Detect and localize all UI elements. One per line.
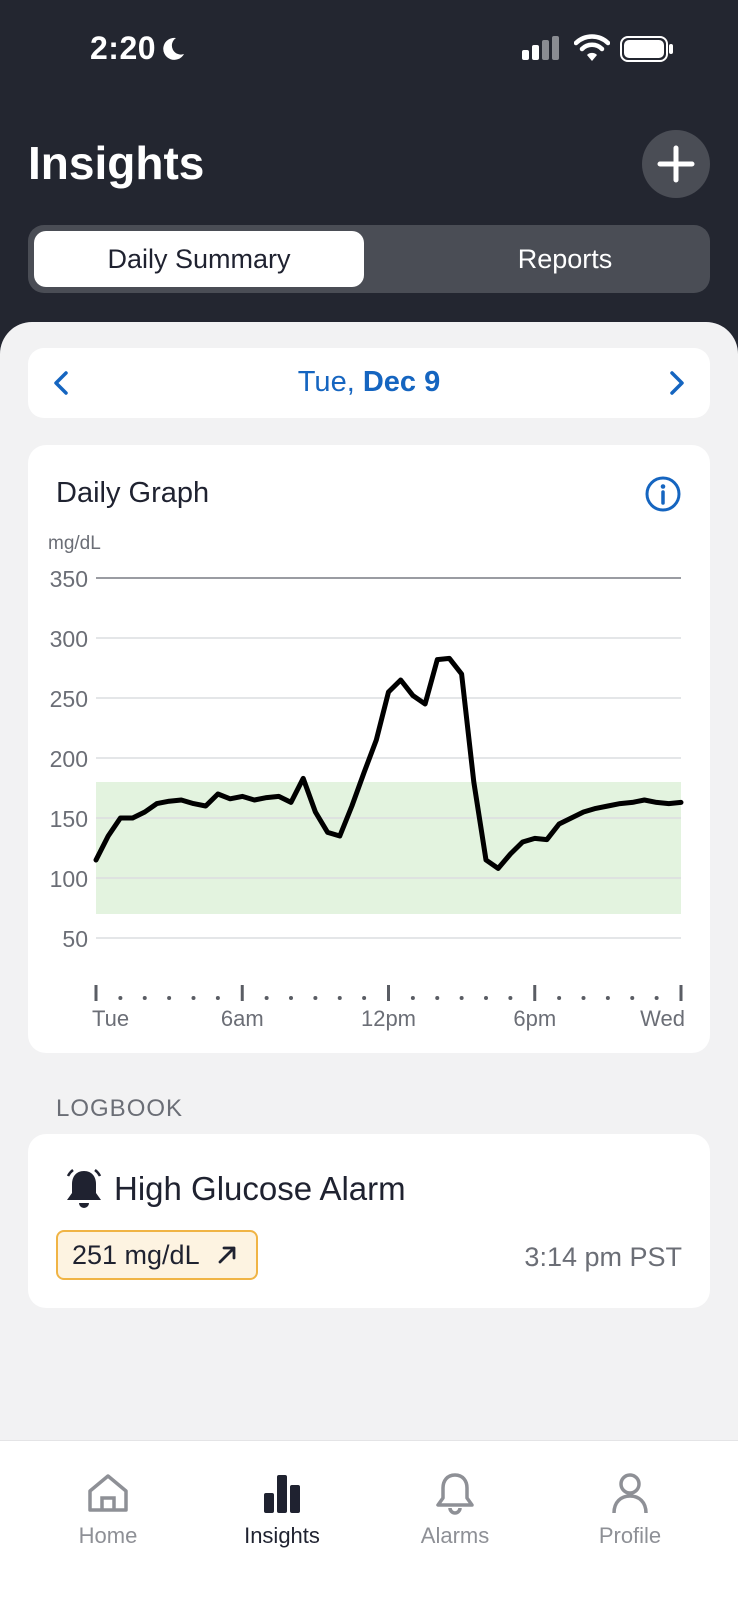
home-icon — [88, 1474, 128, 1512]
y-tick-label: 150 — [50, 806, 88, 832]
alarm-time: 3:14 pm PST — [524, 1242, 682, 1272]
glucose-value: 251 mg/dL — [72, 1239, 200, 1270]
x-tick-label: 12pm — [361, 1006, 416, 1031]
previous-day-button[interactable] — [44, 366, 78, 400]
y-tick-label: 350 — [50, 566, 88, 592]
bell-outline-icon — [436, 1473, 474, 1515]
add-button[interactable] — [642, 130, 710, 198]
y-tick-label: 300 — [50, 626, 88, 652]
tab-reports[interactable]: Reports — [517, 243, 613, 274]
x-minor-tick — [630, 996, 635, 1000]
x-minor-tick — [435, 996, 440, 1000]
chevron-right-icon — [670, 371, 684, 395]
glucose-series-line — [93, 655, 684, 871]
x-minor-tick — [410, 996, 415, 1000]
alarm-title: High Glucose Alarm — [114, 1170, 406, 1207]
x-minor-tick — [508, 996, 513, 1000]
daily-graph-card: 350 300 250 200 150 100 50 mg/dL Tue 6am 12pm 6pm We… — [28, 445, 710, 1053]
x-minor-tick — [337, 996, 342, 1000]
view-segmented-control: Daily Summary Reports — [28, 225, 710, 293]
y-tick-label: 50 — [62, 926, 88, 952]
tab-insights-label: Insights — [244, 1523, 320, 1548]
x-minor-tick — [215, 996, 220, 1000]
x-minor-tick — [654, 996, 659, 1000]
info-icon[interactable] — [644, 475, 682, 513]
x-tick-label: 6pm — [513, 1006, 556, 1031]
tab-insights[interactable]: Insights — [212, 1471, 352, 1571]
x-minor-tick — [118, 996, 123, 1000]
y-tick-label: 200 — [50, 746, 88, 772]
bar-chart-icon — [264, 1475, 300, 1513]
x-tick-label: Tue — [92, 1006, 129, 1031]
x-tick-label: 6am — [221, 1006, 264, 1031]
tab-profile[interactable]: Profile — [560, 1471, 700, 1571]
person-icon — [612, 1473, 648, 1514]
graph-title: Daily Graph — [56, 477, 210, 509]
tab-home-label: Home — [78, 1523, 138, 1548]
status-time: 2:20 — [90, 30, 157, 66]
wifi-icon — [574, 34, 610, 61]
y-tick-label: 250 — [50, 686, 88, 712]
chevron-left-icon — [54, 371, 68, 395]
x-minor-tick — [191, 996, 196, 1000]
next-day-button[interactable] — [660, 366, 694, 400]
moon-icon — [163, 37, 184, 60]
x-minor-tick — [459, 996, 464, 1000]
x-minor-tick — [142, 996, 147, 1000]
x-minor-tick — [313, 996, 318, 1000]
arrow-up-right-icon — [218, 1246, 235, 1264]
y-axis-unit: mg/dL — [48, 533, 101, 554]
y-tick-label: 100 — [50, 866, 88, 892]
x-tick-label: Wed — [640, 1006, 685, 1031]
bottom-tab-bar: Home Insights Alarms Profile — [0, 1440, 738, 1600]
x-minor-tick — [289, 996, 293, 1000]
date-selector: Tue, Dec 9 — [28, 348, 710, 418]
x-minor-tick — [264, 996, 269, 1000]
x-minor-tick — [362, 996, 367, 1000]
header-bar: 2:20 Insights Daily Summary Reports — [0, 0, 738, 360]
glucose-value-badge: 251 mg/dL — [56, 1230, 258, 1280]
tab-profile-label: Profile — [598, 1523, 662, 1548]
tab-home[interactable]: Home — [38, 1471, 178, 1571]
date-weekday: Tue, — [297, 366, 355, 398]
battery-icon — [620, 36, 673, 62]
bell-icon — [66, 1169, 102, 1208]
tab-daily-summary[interactable]: Daily Summary — [34, 231, 364, 287]
tab-alarms-label: Alarms — [420, 1523, 490, 1548]
signal-icon — [522, 36, 559, 60]
glucose-chart: 350 300 250 200 150 100 50 mg/dL Tue 6am 12pm 6pm We… — [48, 533, 685, 1031]
tab-alarms[interactable]: Alarms — [385, 1471, 525, 1571]
current-date: Tue, Dec 9 — [28, 366, 710, 399]
x-minor-tick — [557, 996, 562, 1000]
x-minor-tick — [167, 996, 172, 1000]
logbook-label: LOGBOOK — [56, 1095, 184, 1122]
x-minor-tick — [484, 996, 488, 1000]
date-day: Dec 9 — [362, 366, 441, 398]
logbook-entry[interactable]: High Glucose Alarm 251 mg/dL 3:14 pm PST — [28, 1134, 710, 1308]
status-bar: 2:20 — [0, 0, 738, 100]
x-minor-tick — [605, 996, 610, 1000]
x-minor-tick — [581, 996, 586, 1000]
page-title: Insights — [28, 137, 205, 189]
plus-icon — [657, 145, 695, 183]
